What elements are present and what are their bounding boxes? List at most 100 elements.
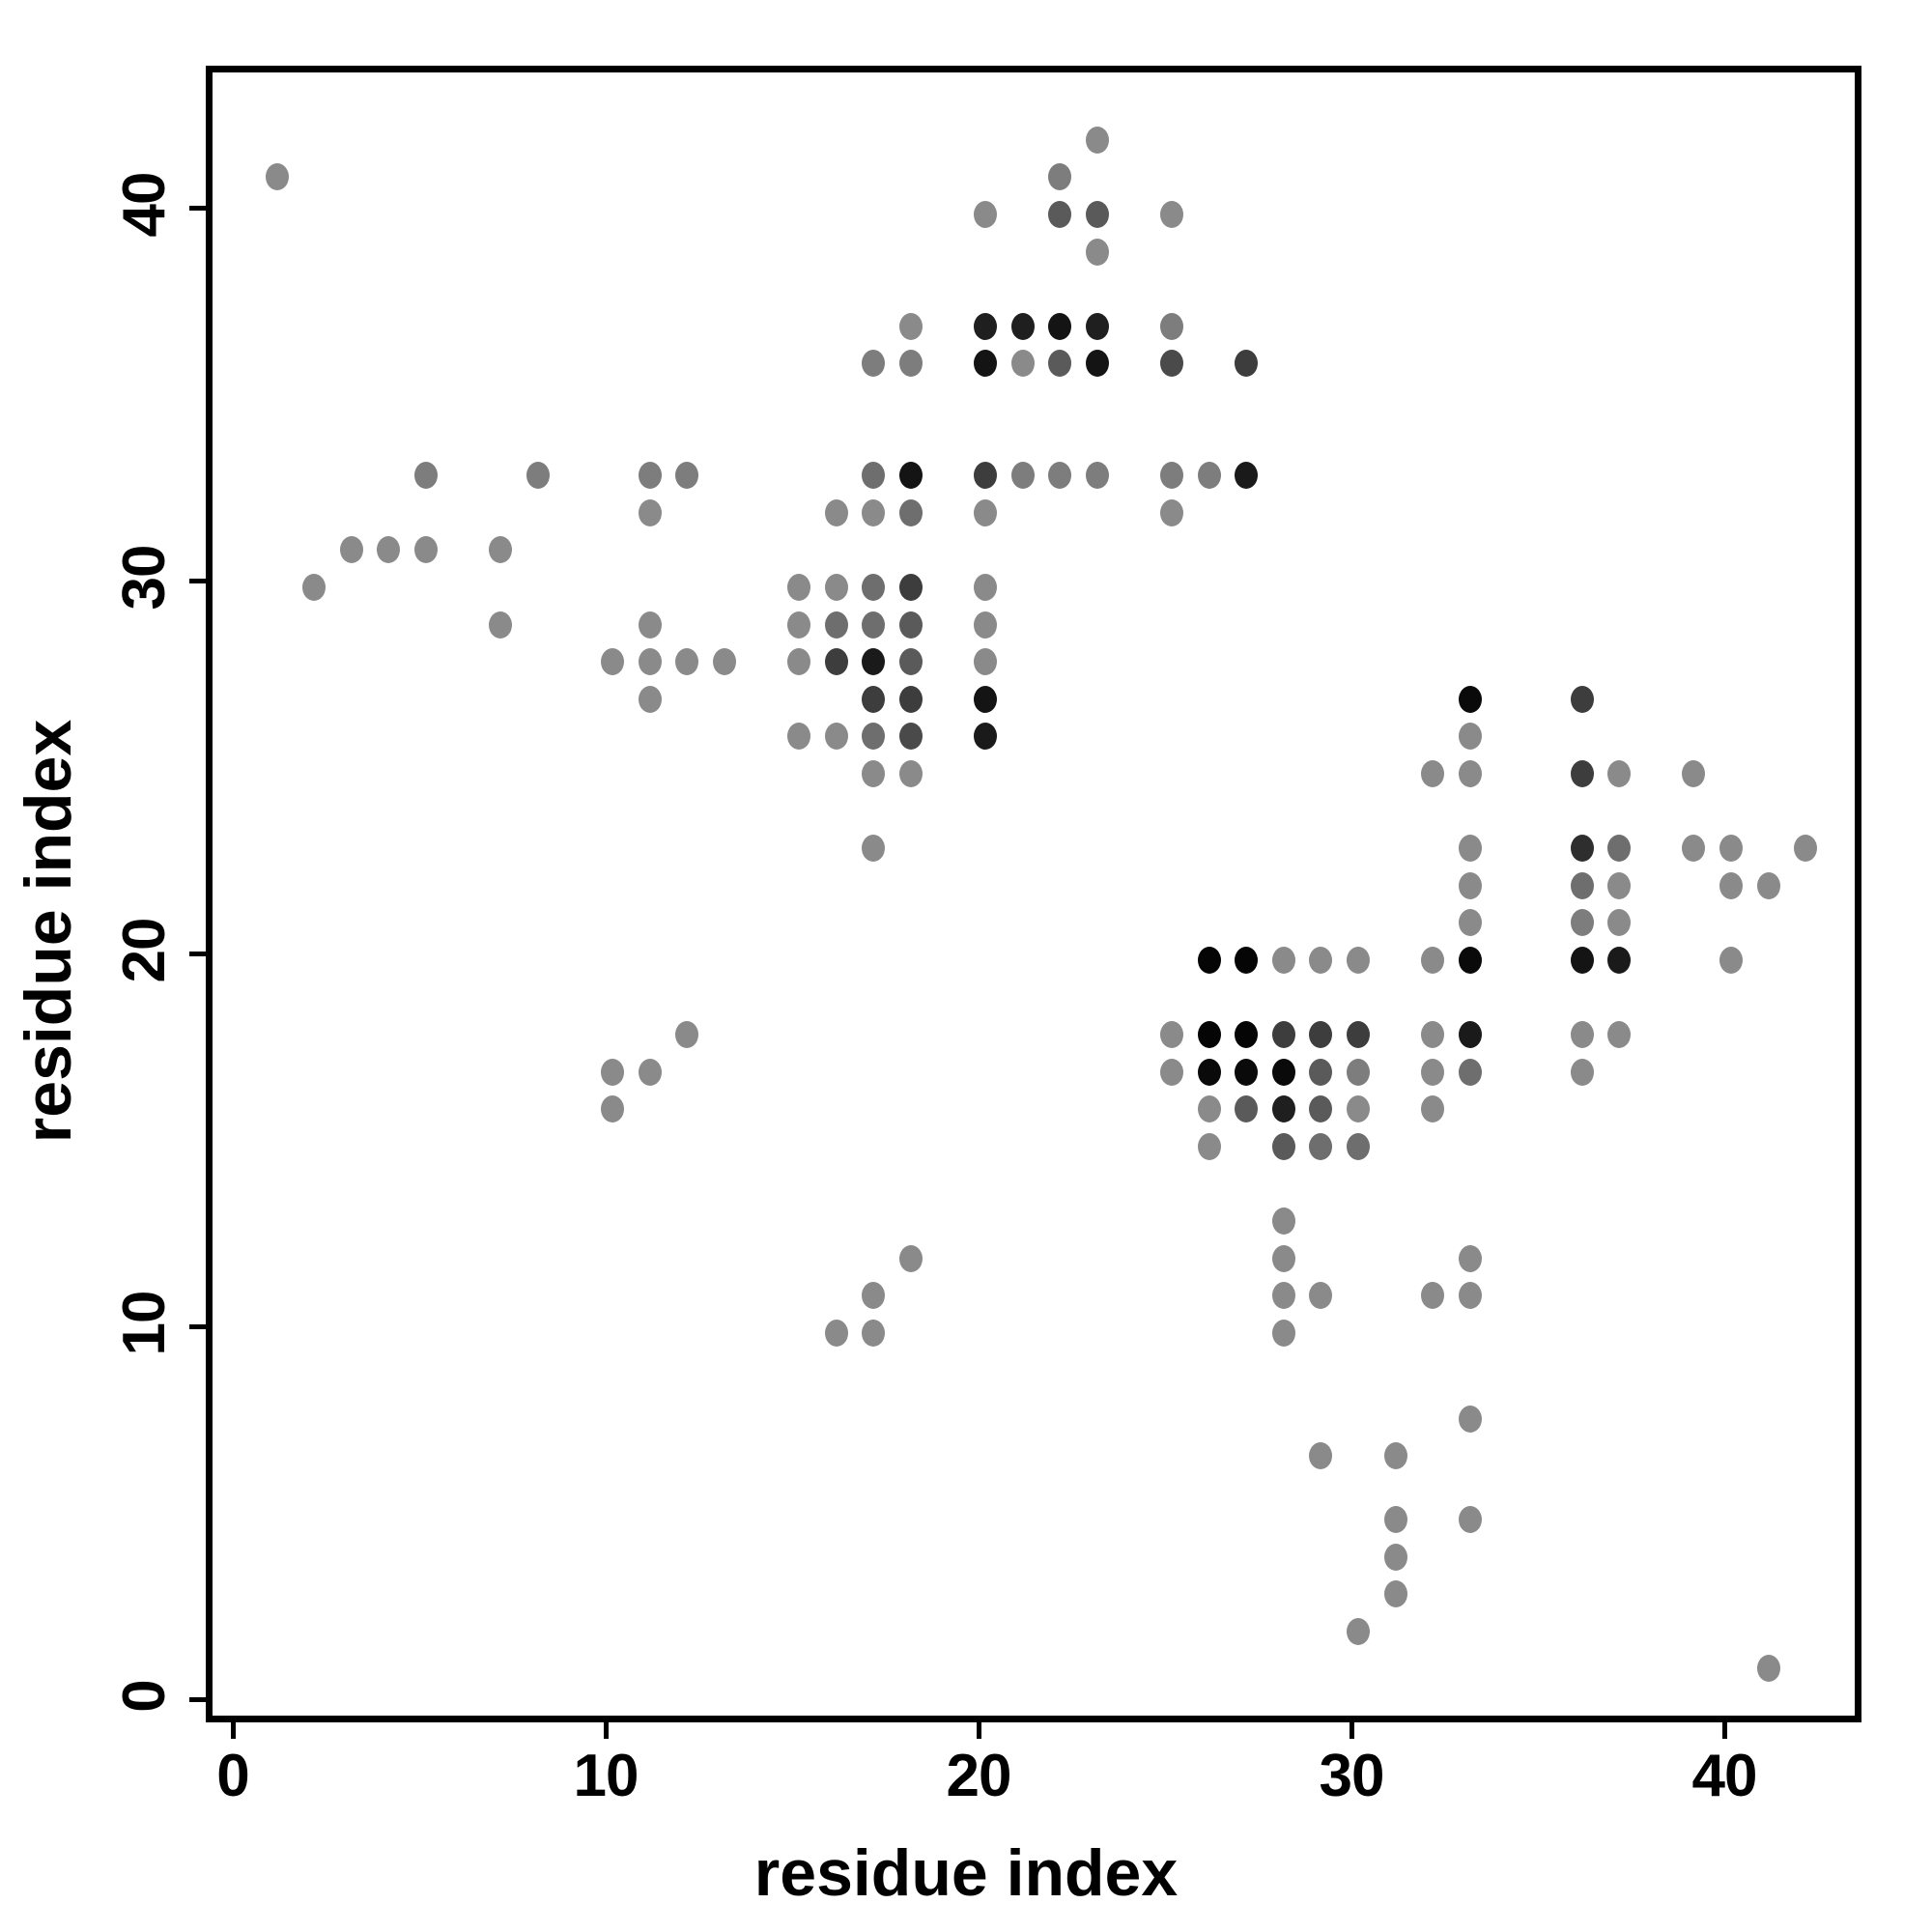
scatter-point: [862, 498, 886, 526]
scatter-points-layer: [213, 72, 1855, 1716]
scatter-point: [1607, 909, 1632, 937]
scatter-point: [898, 1244, 923, 1272]
scatter-point: [787, 723, 810, 751]
scatter-point: [1235, 1021, 1259, 1049]
scatter-point: [1421, 947, 1445, 974]
scatter-point: [1271, 1021, 1295, 1049]
scatter-point: [1682, 835, 1706, 863]
scatter-point: [862, 685, 886, 713]
scatter-point: [1197, 1058, 1221, 1086]
scatter-point: [1570, 871, 1594, 899]
scatter-point: [1458, 871, 1482, 899]
scatter-point: [638, 498, 662, 526]
scatter-point: [1197, 462, 1221, 490]
scatter-point: [1570, 1058, 1594, 1086]
scatter-point: [1197, 1133, 1221, 1160]
y-tick-label: 0: [111, 1680, 178, 1713]
scatter-point: [1048, 163, 1072, 191]
scatter-point: [787, 611, 810, 639]
scatter-point: [898, 498, 923, 526]
scatter-point: [1347, 947, 1370, 974]
scatter-point: [1271, 1244, 1295, 1272]
scatter-point: [787, 648, 810, 676]
scatter-point: [1458, 760, 1482, 787]
scatter-point: [898, 611, 923, 639]
scatter-point: [1160, 498, 1183, 526]
scatter-point: [1458, 1244, 1482, 1272]
scatter-point: [974, 312, 997, 340]
scatter-point: [1383, 1580, 1407, 1608]
scatter-point: [1570, 1021, 1594, 1049]
scatter-point: [1607, 1021, 1632, 1049]
scatter-point: [1160, 462, 1183, 490]
scatter-point: [1010, 462, 1035, 490]
scatter-point: [1607, 947, 1632, 974]
scatter-point: [675, 462, 699, 490]
scatter-point: [1756, 1655, 1780, 1683]
scatter-point: [1458, 1405, 1482, 1433]
scatter-point: [862, 835, 886, 863]
scatter-point: [1085, 238, 1109, 266]
scatter-point: [1309, 1095, 1333, 1123]
scatter-point: [1570, 685, 1594, 713]
scatter-point: [1607, 760, 1632, 787]
y-tick-label: 20: [111, 918, 178, 983]
scatter-point: [1570, 909, 1594, 937]
scatter-point: [974, 723, 997, 751]
scatter-point: [862, 760, 886, 787]
scatter-point: [377, 536, 401, 564]
scatter-point: [1383, 1442, 1407, 1470]
x-tick-10: [604, 1722, 609, 1739]
scatter-point: [1085, 462, 1109, 490]
scatter-point: [974, 648, 997, 676]
scatter-point: [675, 648, 699, 676]
scatter-point: [1458, 909, 1482, 937]
x-tick-0: [231, 1722, 236, 1739]
scatter-point: [862, 350, 886, 378]
scatter-point: [1271, 1058, 1295, 1086]
scatter-point: [1271, 1320, 1295, 1347]
scatter-point: [1197, 1021, 1221, 1049]
scatter-point: [824, 1320, 848, 1347]
scatter-point: [898, 312, 923, 340]
scatter-point: [898, 685, 923, 713]
scatter-point: [824, 498, 848, 526]
scatter-point: [862, 611, 886, 639]
scatter-point: [712, 648, 736, 676]
scatter-point: [1421, 1058, 1445, 1086]
scatter-point: [974, 611, 997, 639]
scatter-point: [1421, 1282, 1445, 1310]
scatter-point: [1271, 1208, 1295, 1236]
scatter-point: [898, 350, 923, 378]
scatter-point: [1570, 947, 1594, 974]
scatter-point: [1160, 201, 1183, 228]
scatter-point: [302, 574, 327, 601]
scatter-point: [1160, 312, 1183, 340]
scatter-point: [1570, 835, 1594, 863]
scatter-point: [898, 760, 923, 787]
scatter-point: [1458, 685, 1482, 713]
scatter-point: [1719, 947, 1743, 974]
scatter-point: [1048, 462, 1072, 490]
scatter-point: [1271, 1095, 1295, 1123]
scatter-point: [1756, 871, 1780, 899]
scatter-point: [1197, 1095, 1221, 1123]
scatter-point: [1458, 1021, 1482, 1049]
x-tick-30: [1350, 1722, 1354, 1739]
x-tick-label: 0: [216, 1743, 249, 1809]
scatter-point: [898, 462, 923, 490]
scatter-point: [1010, 350, 1035, 378]
scatter-point: [898, 648, 923, 676]
scatter-point: [862, 462, 886, 490]
scatter-point: [974, 350, 997, 378]
y-tick-0: [189, 1697, 206, 1702]
scatter-point: [1048, 312, 1072, 340]
scatter-point: [974, 201, 997, 228]
scatter-point: [1421, 1021, 1445, 1049]
scatter-point: [1085, 312, 1109, 340]
scatter-point: [414, 462, 438, 490]
scatter-point: [1347, 1021, 1370, 1049]
scatter-point: [1682, 760, 1706, 787]
scatter-point: [862, 723, 886, 751]
scatter-point: [1458, 1282, 1482, 1310]
